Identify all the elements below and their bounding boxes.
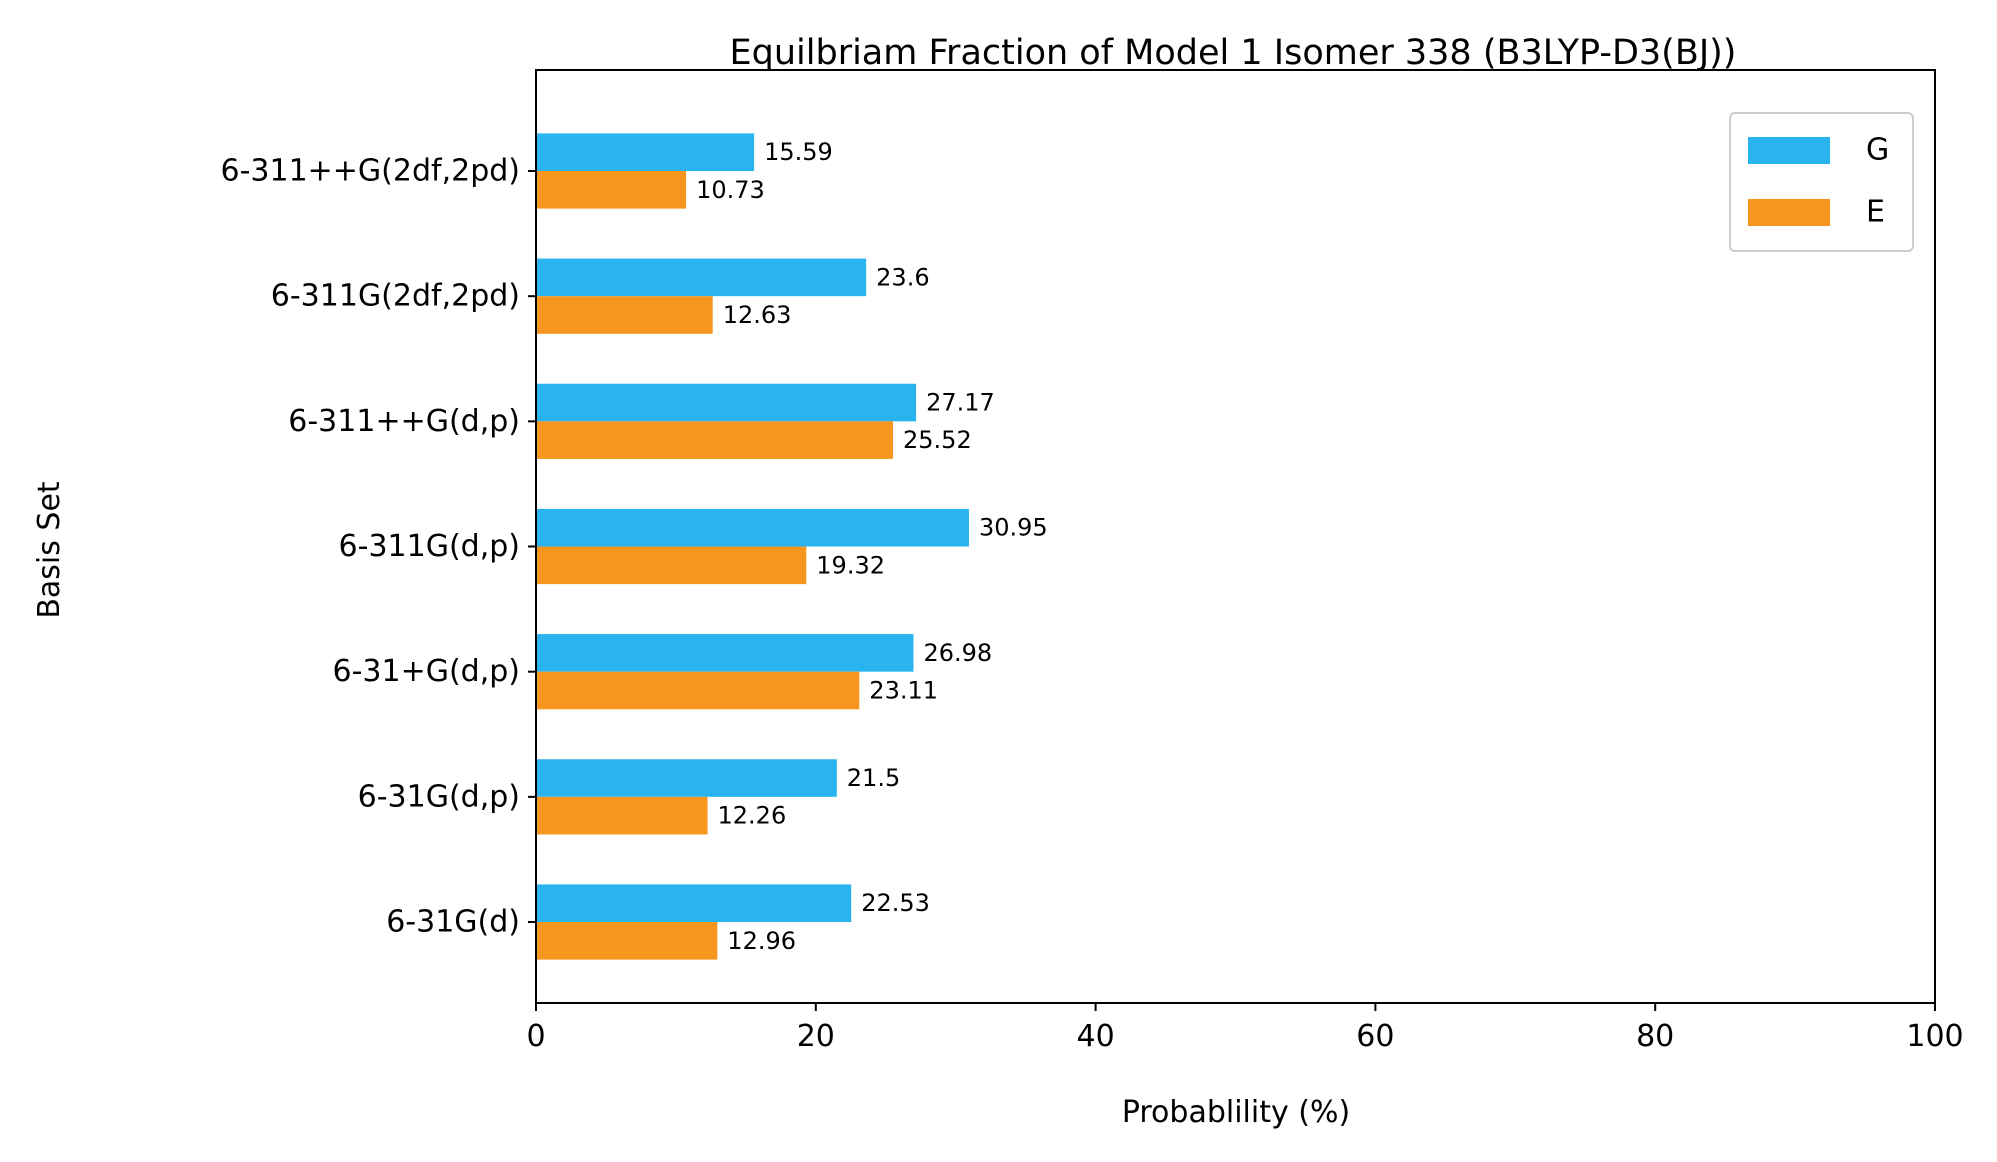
bar-e-4 [536,671,860,710]
y-tick-label-2: 6-311++G(d,p) [288,404,520,439]
bar-e-1 [536,296,713,334]
data-label-e-6: 12.96 [727,927,796,955]
bar-g-3 [536,508,969,547]
y-axis-label: Basis Set [32,481,67,619]
data-label-g-5: 21.5 [847,764,900,792]
plot-area: 15.59 10.73 6-311++G(2df,2pd) 23.6 12.63 6-31… [220,69,1964,1054]
bar-g-2 [536,383,917,422]
data-label-e-1: 12.63 [723,301,792,329]
bar-e-3 [536,546,807,585]
bar-g-0 [536,133,755,171]
y-tick-label-1: 6-311G(2df,2pd) [271,279,520,314]
y-tick-label-5: 6-31G(d,p) [358,779,520,814]
data-label-g-2: 27.17 [926,389,995,417]
legend-swatch-e [1748,199,1830,226]
data-label-g-0: 15.59 [764,138,833,166]
data-label-e-4: 23.11 [869,676,938,704]
data-label-g-4: 26.98 [923,639,992,667]
data-label-g-6: 22.53 [861,889,930,917]
x-tick-label-4: 80 [1636,1019,1674,1054]
data-label-e-0: 10.73 [696,176,765,204]
bar-e-6 [536,922,718,960]
plot-frame [535,69,1936,1004]
bar-g-6 [536,884,852,923]
data-label-g-3: 30.95 [979,514,1048,542]
x-tick-label-3: 60 [1356,1019,1394,1054]
bar-g-4 [536,634,914,672]
x-tick-label-1: 20 [797,1019,835,1054]
x-tick-label-2: 40 [1077,1019,1115,1054]
data-label-e-2: 25.52 [903,426,972,454]
data-label-e-5: 12.26 [718,802,787,830]
data-label-e-3: 19.32 [816,551,885,579]
x-tick-label-5: 100 [1906,1019,1963,1054]
bar-g-1 [536,258,867,297]
chart-title: Equilbriam Fraction of Model 1 Isomer 33… [730,33,1737,73]
y-tick-label-4: 6-31+G(d,p) [333,654,521,689]
bar-e-2 [536,421,894,459]
y-tick-label-6: 6-31G(d) [386,905,520,940]
x-tick-label-0: 0 [526,1019,545,1054]
y-tick-label-3: 6-311G(d,p) [339,529,520,564]
legend: GE [1729,112,1914,252]
legend-swatch-g [1748,137,1830,164]
legend-label-g: G [1866,133,1889,168]
bar-g-5 [536,759,837,797]
data-label-g-1: 23.6 [876,263,929,291]
y-tick-label-0: 6-311++G(2df,2pd) [220,154,520,189]
legend-label-e: E [1866,195,1885,230]
x-axis-label: Probablility (%) [1122,1095,1350,1130]
bar-e-5 [536,796,708,835]
bar-e-0 [536,171,687,209]
